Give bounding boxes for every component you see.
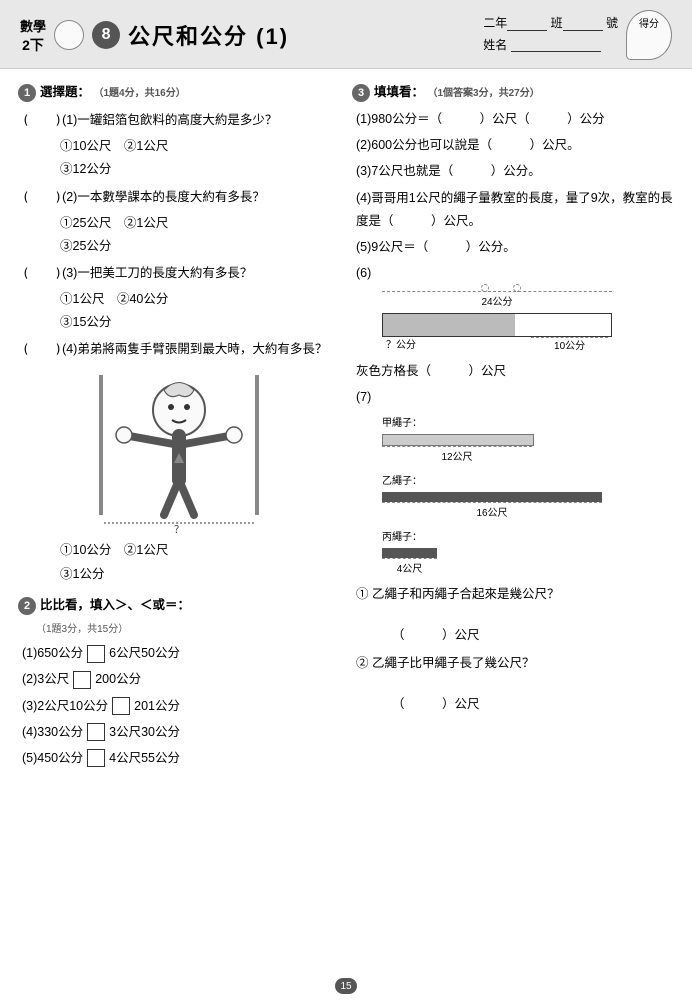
score-bubble: 得分 bbox=[626, 10, 672, 60]
section-1-num: 1 bbox=[18, 84, 36, 102]
q1-4-opt3: ③1公分 bbox=[60, 567, 104, 581]
q1-3-stem: (3)一把美工刀的長度大約有多長？ bbox=[62, 266, 252, 280]
section-1-title: 1 選擇題： （1題4分，共16分） bbox=[18, 81, 340, 104]
q2-3: (3)2公尺10公分201公分 bbox=[22, 695, 340, 718]
worksheet-header: 數學 2下 8 公尺和公分 (1) 二年 班 號 姓名 得分 bbox=[0, 0, 692, 69]
section-2-hint: （1題3分，共15分） bbox=[18, 621, 340, 640]
q1-4: ( )(4)弟弟將兩隻手臂張開到最大時，大約有多長？ bbox=[22, 337, 340, 361]
number-label: 號 bbox=[606, 13, 618, 35]
q3-6-label: (6) bbox=[356, 262, 674, 285]
q3-6-diagram: 24公分 ？公分 10公分 bbox=[382, 291, 612, 356]
q1-1-opt1: ①10公尺 bbox=[60, 139, 111, 153]
student-meta: 二年 班 號 姓名 bbox=[483, 13, 618, 56]
section-3-title: 3 填填看： （1個答案3分，共27分） bbox=[352, 81, 674, 104]
q2-4: (4)330公分3公尺30公分 bbox=[22, 721, 340, 744]
q1-2: ( )(2)一本數學課本的長度大約有多長？ bbox=[22, 185, 340, 209]
q3-6-q: ？公分 bbox=[386, 337, 416, 357]
q1-2-stem: (2)一本數學課本的長度大約有多長？ bbox=[62, 190, 265, 204]
rope3-len: 4公尺 bbox=[382, 558, 437, 580]
name-label: 姓名 bbox=[483, 35, 507, 57]
q1-1-stem: (1)一罐鋁箔包飲料的高度大約是多少？ bbox=[62, 113, 277, 127]
q1-1-opt2: ②1公尺 bbox=[124, 139, 168, 153]
q1-3-opt1: ①1公尺 bbox=[60, 292, 104, 306]
q3-6-total: 24公分 bbox=[382, 291, 612, 313]
q3-7-sub1: ① 乙繩子和丙繩子合起來是幾公尺？ bbox=[356, 583, 674, 606]
q3-7-ans1: （ ）公尺 bbox=[392, 624, 674, 647]
section-1-hint: （1題4分，共16分） bbox=[94, 88, 186, 99]
year-label: 二年 bbox=[483, 13, 507, 35]
section-2-title: 2 比比看，填入＞、＜或＝： bbox=[18, 594, 340, 617]
q1-2-opt2: ②1公尺 bbox=[124, 216, 168, 230]
q2-2: (2)3公尺200公分 bbox=[22, 668, 340, 691]
q3-7-label: (7) bbox=[356, 386, 674, 409]
page-number: 15 bbox=[335, 978, 357, 994]
section-3-hint: （1個答案3分，共27分） bbox=[428, 88, 540, 99]
q3-2: (2)600公分也可以說是（ ）公尺。 bbox=[356, 134, 674, 157]
q3-1: (1)980公分＝（ ）公尺（ ）公分 bbox=[356, 108, 674, 131]
q3-7-diagram: 甲繩子： 12公尺 乙繩子： 16公尺 丙繩子： 4公尺 bbox=[382, 415, 622, 579]
section-3-title-text: 填填看： bbox=[374, 85, 424, 99]
rope2-label: 乙繩子： bbox=[382, 473, 622, 492]
q2-1: (1)650公分6公尺50公分 bbox=[22, 642, 340, 665]
q1-3-opt2: ②40公分 bbox=[117, 292, 168, 306]
section-2-title-text: 比比看，填入＞、＜或＝： bbox=[40, 598, 190, 612]
rope3-label: 丙繩子： bbox=[382, 529, 622, 548]
q3-5: (5)9公尺＝（ ）公分。 bbox=[356, 236, 674, 259]
right-column: 3填填看： （1個答案3分，共27分） (1)980公分＝（ ）公尺（ ）公分 … bbox=[352, 79, 674, 773]
class-label: 班 bbox=[551, 13, 563, 35]
subject-badge: 數學 2下 bbox=[20, 16, 46, 55]
subject-text: 數學 bbox=[20, 16, 46, 35]
svg-text:？: ？ bbox=[174, 525, 184, 535]
lesson-number: 8 bbox=[92, 21, 120, 49]
rope1-len: 12公尺 bbox=[382, 446, 532, 468]
q3-7-sub2: ② 乙繩子比甲繩子長了幾公尺？ bbox=[356, 652, 674, 675]
grade-text: 2下 bbox=[22, 35, 44, 55]
q3-7-ans2: （ ）公尺 bbox=[392, 693, 674, 716]
left-column: 1 選擇題： （1題4分，共16分） ( )(1)一罐鋁箔包飲料的高度大約是多少？… bbox=[18, 79, 340, 773]
q1-4-opt1: ①10公分 bbox=[60, 543, 111, 557]
q3-6-right: 10公分 bbox=[531, 337, 608, 357]
rope1-label: 甲繩子： bbox=[382, 415, 622, 434]
q1-3: ( )(3)一把美工刀的長度大約有多長？ bbox=[22, 261, 340, 285]
rope2-len: 16公尺 bbox=[382, 502, 602, 524]
q1-2-opt3: ③25公分 bbox=[60, 239, 111, 253]
score-label: 得分 bbox=[639, 15, 659, 30]
section-1-title-text: 選擇題： bbox=[40, 85, 90, 99]
q1-1-opt3: ③12公分 bbox=[60, 162, 111, 176]
q3-6-ans: 灰色方格長（ ）公尺 bbox=[356, 360, 674, 383]
q1-3-opt3: ③15公分 bbox=[60, 315, 111, 329]
q3-3: (3)7公尺也就是（ ）公分。 bbox=[356, 160, 674, 183]
kid-illustration: ？ bbox=[94, 365, 264, 535]
page-title: 公尺和公分 (1) bbox=[128, 19, 289, 51]
q2-5: (5)450公分4公尺55公分 bbox=[22, 747, 340, 770]
q1-4-opt2: ②1公尺 bbox=[124, 543, 168, 557]
section-2-num: 2 bbox=[18, 597, 36, 615]
q1-2-opt1: ①25公尺 bbox=[60, 216, 111, 230]
q1-4-stem: (4)弟弟將兩隻手臂張開到最大時，大約有多長？ bbox=[62, 342, 327, 356]
section-3-num: 3 bbox=[352, 84, 370, 102]
q3-4: (4)哥哥用1公尺的繩子量教室的長度，量了9次，教室的長度是（ ）公尺。 bbox=[356, 187, 674, 233]
monkey-icon bbox=[54, 20, 84, 50]
q1-1: ( )(1)一罐鋁箔包飲料的高度大約是多少？ bbox=[22, 108, 340, 132]
